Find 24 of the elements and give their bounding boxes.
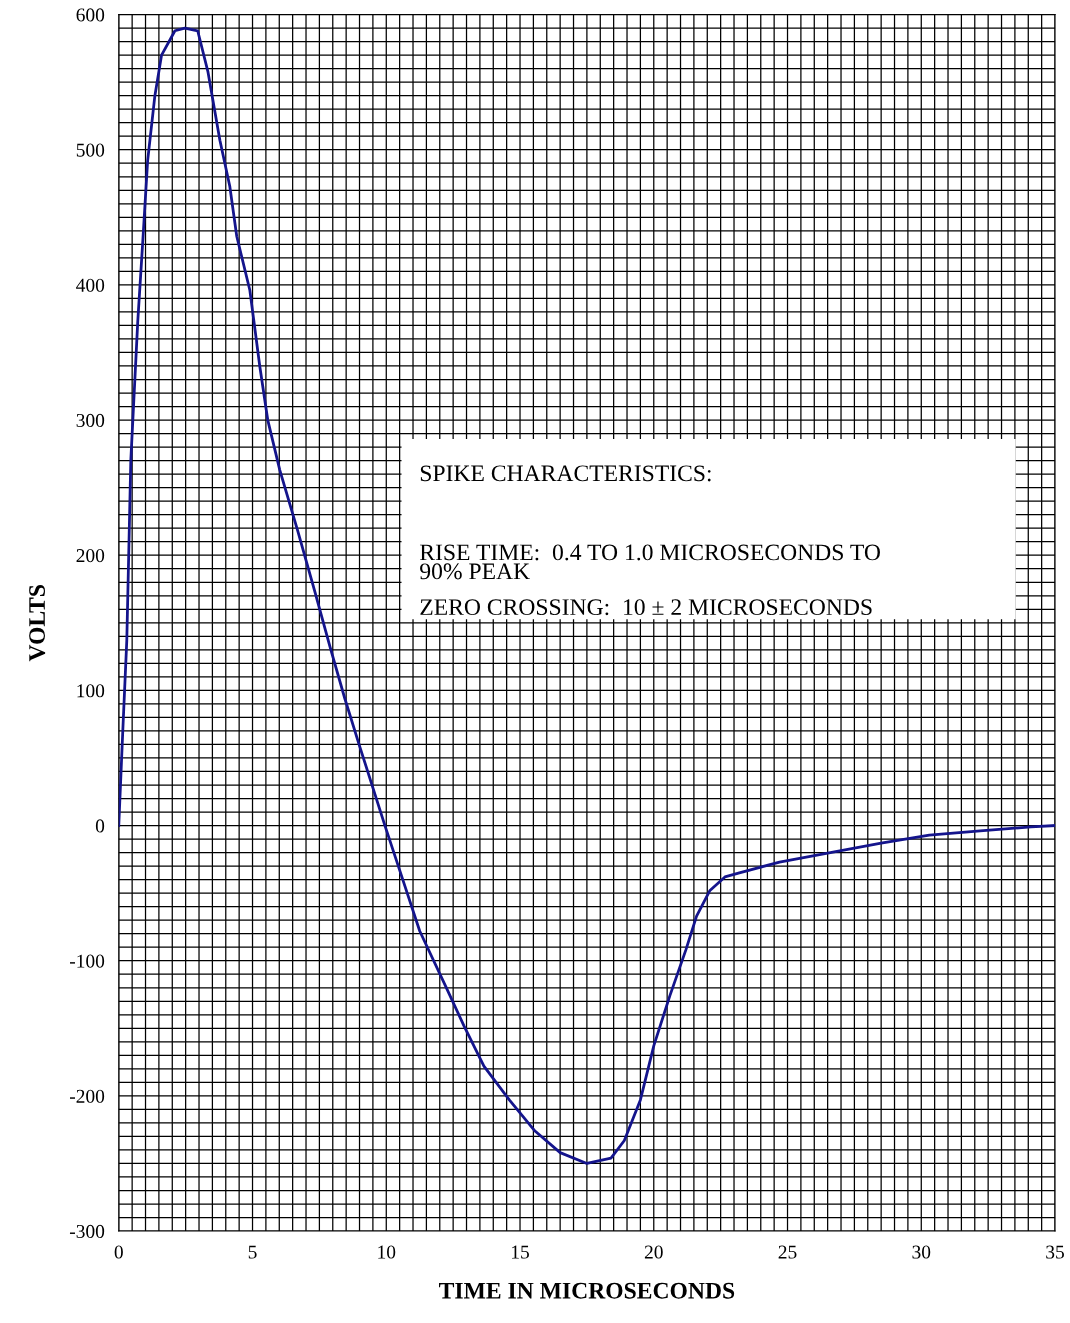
y-tick-label: 200 <box>76 549 105 563</box>
x-axis-title: TIME IN MICROSECONDS <box>439 1282 735 1299</box>
x-tick-label: 10 <box>378 1245 396 1259</box>
annotation: ZERO CROSSING: 10 ± 2 MICROSECONDS <box>420 599 872 616</box>
x-tick-label: 5 <box>248 1245 257 1259</box>
y-tick-label: 500 <box>76 143 105 157</box>
x-tick-label: 20 <box>644 1245 663 1259</box>
x-tick-label: 30 <box>912 1245 931 1259</box>
y-tick-label: 100 <box>77 684 105 698</box>
annotation: RISE TIME: 0.4 TO 1.0 MICROSECONDS TO 90% PEAK <box>419 544 880 580</box>
y-tick-label: -300 <box>69 1224 105 1238</box>
annotation: SPIKE CHARACTERISTICS: <box>420 465 711 482</box>
y-tick-label: 0 <box>95 819 105 833</box>
x-tick-label: 15 <box>512 1245 529 1259</box>
x-tick-label: 0 <box>114 1245 123 1259</box>
y-tick-label: -200 <box>69 1089 105 1103</box>
y-tick-label: 300 <box>76 413 105 427</box>
y-axis-title: VOLTS <box>29 585 46 662</box>
y-tick-label: 400 <box>76 278 105 292</box>
y-tick-label: 600 <box>76 8 105 22</box>
x-tick-label: 35 <box>1046 1245 1064 1259</box>
x-tick-label: 25 <box>778 1245 797 1259</box>
y-tick-label: -100 <box>69 954 105 968</box>
line-series <box>118 26 1056 1165</box>
